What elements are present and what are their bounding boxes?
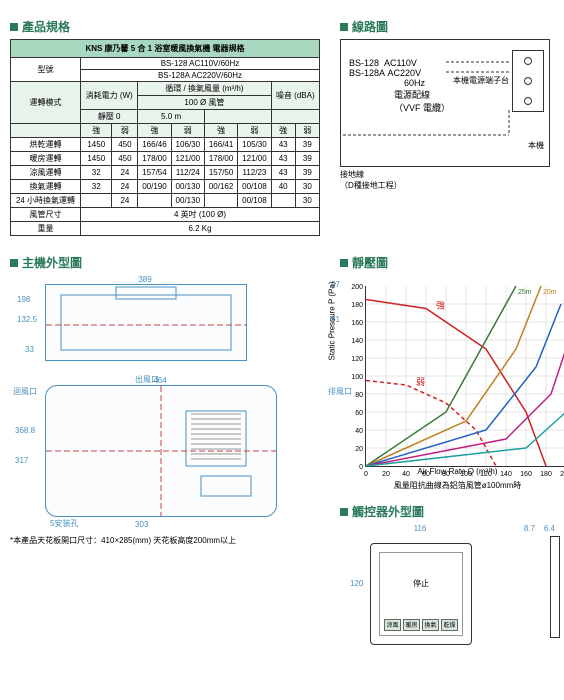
svg-text:0: 0 (364, 471, 368, 478)
svg-text:20: 20 (382, 471, 390, 478)
svg-text:140: 140 (500, 471, 512, 478)
svg-text:200: 200 (351, 284, 363, 291)
svg-text:60: 60 (355, 410, 363, 417)
wiring-title: 線路圖 (352, 18, 388, 35)
controller-title: 觸控器外型圖 (352, 503, 424, 520)
svg-text:20m: 20m (543, 289, 557, 296)
ceiling-note: *本產品天花板開口尺寸：410×285(mm) 天花板高度200mm以上 (10, 535, 320, 546)
svg-text:60: 60 (422, 471, 430, 478)
svg-text:40: 40 (402, 471, 410, 478)
wiring-diagram: BS-128 AC110V BS-128A AC220V 60Hz 電源配線 （… (340, 39, 550, 167)
svg-text:200: 200 (560, 471, 564, 478)
svg-text:120: 120 (480, 471, 492, 478)
svg-text:100: 100 (460, 471, 472, 478)
main-unit-title: 主機外型圖 (22, 254, 82, 271)
svg-text:80: 80 (442, 471, 450, 478)
top-view-drawing (45, 284, 247, 361)
static-pressure-chart: 0020204040606080801001001201201401401601… (365, 286, 564, 467)
svg-text:25m: 25m (518, 289, 532, 296)
svg-text:40: 40 (355, 428, 363, 435)
svg-text:180: 180 (540, 471, 552, 478)
table-title: KNS 康乃馨 5 合 1 浴室暖風換氣機 電器規格 (11, 40, 320, 58)
svg-text:20: 20 (355, 446, 363, 453)
svg-text:140: 140 (351, 338, 363, 345)
svg-text:160: 160 (520, 471, 532, 478)
spec-title: 產品規格 (22, 18, 70, 35)
svg-text:180: 180 (351, 302, 363, 309)
svg-text:100: 100 (351, 374, 363, 381)
spec-table: KNS 康乃馨 5 合 1 浴室暖風換氣機 電器規格 型號BS-128 AC11… (10, 39, 320, 236)
svg-text:160: 160 (351, 320, 363, 327)
front-view-drawing (45, 385, 277, 517)
controller-drawing: 停止 涼風 暖房 換氣 乾燥 (370, 543, 472, 645)
svg-text:強: 強 (436, 300, 445, 311)
svg-text:0: 0 (359, 464, 363, 471)
svg-text:弱: 弱 (416, 377, 425, 387)
svg-text:80: 80 (355, 392, 363, 399)
static-pressure-title: 靜壓圖 (352, 254, 388, 271)
svg-text:120: 120 (351, 356, 363, 363)
